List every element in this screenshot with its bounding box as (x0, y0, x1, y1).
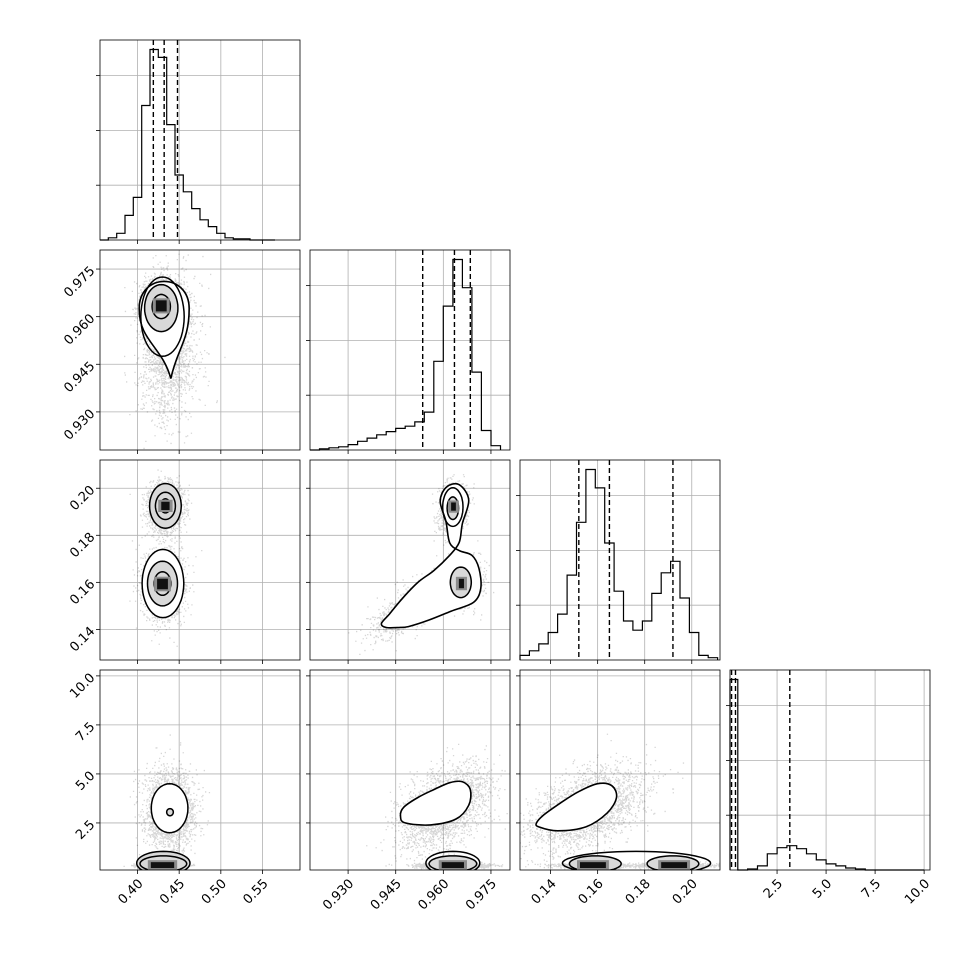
scatter-panel-0-1 (96, 249, 301, 454)
axes-frame (519, 669, 721, 871)
tick-label-y-1: 0.930 (61, 407, 98, 444)
density-peak (661, 862, 688, 869)
tick-label-x-2: 0.16 (576, 876, 607, 907)
tick-label-y-1: 0.960 (61, 311, 98, 348)
histogram-panel-2 (516, 459, 721, 664)
axes-frame (729, 669, 931, 871)
axes-frame (309, 459, 511, 661)
axes-frame (99, 39, 301, 241)
tick-label-x-3: 7.5 (859, 876, 884, 901)
axes-frame (309, 249, 511, 451)
histogram-panel-3 (726, 669, 931, 874)
scatter-points (129, 469, 203, 647)
density-peak (580, 862, 606, 869)
tick-label-y-3: 2.5 (73, 818, 98, 843)
tick-label-y-3: 7.5 (73, 720, 98, 745)
density-peak (451, 502, 456, 511)
density-peak (157, 578, 168, 590)
panel-content (520, 733, 720, 870)
panel-content (124, 250, 226, 450)
histogram-step (310, 258, 502, 451)
panel-content (366, 743, 508, 870)
density-peak (161, 501, 170, 510)
axes-frame (99, 669, 301, 871)
contour-outer (399, 780, 472, 826)
tick-label-x-0: 0.50 (199, 876, 230, 907)
scatter-panel-1-3 (306, 669, 511, 874)
tick-label-y-3: 10.0 (67, 671, 98, 702)
contour-level (441, 487, 464, 528)
scatter-panel-0-2 (96, 459, 301, 664)
tick-label-y-3: 5.0 (73, 769, 98, 794)
tick-label-x-0: 0.55 (240, 876, 271, 907)
tick-label-x-3: 2.5 (761, 876, 786, 901)
tick-label-x-2: 0.20 (670, 876, 701, 907)
tick-label-x-0: 0.40 (115, 876, 146, 907)
axes-frame (519, 459, 721, 661)
tick-label-x-1: 0.945 (368, 876, 405, 913)
histogram-step (100, 48, 275, 241)
tick-label-y-1: 0.945 (61, 359, 98, 396)
panel-content (123, 734, 211, 870)
panel-content (348, 474, 495, 655)
scatter-points (520, 733, 720, 870)
density-peak (150, 862, 175, 869)
contour-outer (380, 482, 482, 629)
tick-label-y-2: 0.14 (67, 624, 98, 655)
tick-label-y-1: 0.975 (61, 264, 98, 301)
tick-label-x-1: 0.930 (320, 876, 357, 913)
axes-frame (309, 669, 511, 871)
tick-label-y-2: 0.18 (67, 530, 98, 561)
contour-level (561, 850, 712, 870)
histogram-panel-1 (306, 249, 511, 454)
histogram-step (519, 468, 719, 660)
histogram-step (729, 678, 925, 871)
contour-level (140, 276, 185, 358)
tick-label-x-0: 0.45 (157, 876, 188, 907)
density-peak (155, 300, 167, 312)
scatter-panel-2-3 (516, 669, 721, 874)
density-peak (458, 578, 464, 589)
tick-label-x-1: 0.960 (415, 876, 452, 913)
tick-label-x-3: 10.0 (902, 876, 933, 907)
tick-label-y-2: 0.20 (67, 483, 98, 514)
panel-content (129, 469, 203, 647)
tick-label-x-2: 0.14 (529, 876, 560, 907)
tick-label-y-2: 0.16 (67, 577, 98, 608)
contour-outer (535, 782, 618, 832)
histogram-panel-0 (96, 39, 301, 244)
tick-label-x-1: 0.975 (463, 876, 500, 913)
contour-level (425, 850, 481, 870)
contour-level (165, 807, 175, 817)
density-peak (441, 862, 464, 869)
axes-frame (99, 459, 301, 661)
tick-label-x-3: 5.0 (810, 876, 835, 901)
tick-label-x-2: 0.18 (623, 876, 654, 907)
scatter-panel-0-3 (96, 669, 301, 874)
scatter-panel-1-2 (306, 459, 511, 664)
axes-frame (99, 249, 301, 451)
